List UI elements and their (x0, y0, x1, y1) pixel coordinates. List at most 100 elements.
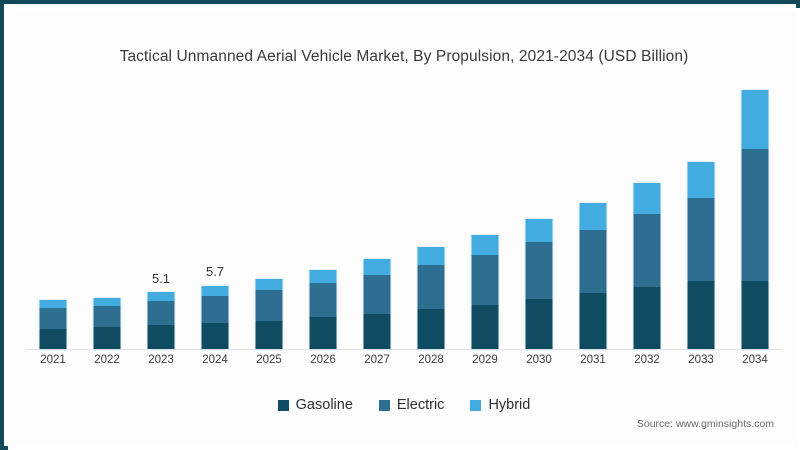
bar-segment-hybrid[interactable] (363, 259, 391, 276)
bar-segment-gasoline[interactable] (525, 299, 553, 350)
stacked-bar[interactable] (471, 234, 499, 350)
x-axis-tick-2021: 2021 (40, 354, 66, 366)
x-axis-tick-2026: 2026 (310, 354, 336, 366)
bar-group[interactable] (728, 84, 782, 350)
plot-area: 5.1 5.7 (26, 84, 782, 350)
stacked-bar[interactable] (309, 269, 337, 350)
legend-item-hybrid[interactable]: Hybrid (470, 397, 530, 413)
bar-segment-electric[interactable] (363, 275, 391, 314)
x-axis-tick-2024: 2024 (202, 354, 228, 366)
bar-group[interactable] (134, 84, 188, 350)
chart-legend: Gasoline Electric Hybrid (4, 397, 800, 413)
bar-segment-gasoline[interactable] (93, 327, 121, 350)
stacked-bar[interactable] (39, 300, 67, 350)
x-axis-tick-2031: 2031 (580, 354, 606, 366)
bar-segment-hybrid[interactable] (147, 292, 175, 302)
bar-group[interactable] (296, 84, 350, 350)
legend-label: Gasoline (295, 397, 353, 413)
x-axis-tick-2025: 2025 (256, 354, 282, 366)
bar-segment-electric[interactable] (93, 305, 121, 328)
bar-segment-hybrid[interactable] (309, 269, 337, 284)
bar-segment-hybrid[interactable] (525, 218, 553, 243)
bar-segment-electric[interactable] (417, 265, 445, 310)
x-axis-tick-2028: 2028 (418, 354, 444, 366)
legend-swatch-icon (277, 399, 289, 411)
stacked-bar[interactable] (93, 297, 121, 350)
stacked-bar[interactable] (687, 162, 715, 350)
bar-group[interactable] (458, 84, 512, 350)
bar-value-label: 5.1 (151, 271, 171, 287)
bar-segment-hybrid[interactable] (201, 285, 229, 296)
stacked-bar[interactable] (525, 218, 553, 350)
bar-segment-hybrid[interactable] (93, 297, 121, 306)
legend-label: Electric (396, 397, 445, 413)
bar-group[interactable] (512, 84, 566, 350)
bar-segment-electric[interactable] (687, 198, 715, 281)
x-axis-tick-2023: 2023 (148, 354, 174, 366)
legend-swatch-icon (470, 399, 482, 411)
bar-segment-electric[interactable] (309, 283, 337, 318)
bar-segment-gasoline[interactable] (687, 280, 715, 350)
bar-segment-gasoline[interactable] (633, 286, 661, 350)
bar-group[interactable] (80, 84, 134, 350)
bar-segment-electric[interactable] (39, 308, 67, 329)
bar-segment-gasoline[interactable] (741, 280, 769, 350)
bar-segment-electric[interactable] (201, 295, 229, 323)
bar-segment-electric[interactable] (525, 242, 553, 300)
bar-group[interactable] (674, 84, 728, 350)
bar-group[interactable] (350, 84, 404, 350)
x-axis-tick-2029: 2029 (472, 354, 498, 366)
stacked-bar[interactable] (363, 259, 391, 350)
bar-segment-hybrid[interactable] (39, 300, 67, 309)
bar-group[interactable] (566, 84, 620, 350)
bar-segment-gasoline[interactable] (471, 304, 499, 350)
legend-item-gasoline[interactable]: Gasoline (277, 397, 353, 413)
stacked-bar[interactable] (579, 202, 607, 350)
bar-segment-gasoline[interactable] (309, 317, 337, 350)
x-axis-tick-2033: 2033 (688, 354, 714, 366)
legend-item-electric[interactable]: Electric (378, 397, 445, 413)
bar-group[interactable] (26, 84, 80, 350)
bar-segment-gasoline[interactable] (147, 325, 175, 350)
bar-segment-electric[interactable] (741, 148, 769, 281)
stacked-bar[interactable] (417, 247, 445, 350)
x-axis-tick-2022: 2022 (94, 354, 120, 366)
bar-group[interactable] (188, 84, 242, 350)
stacked-bar[interactable] (741, 89, 769, 350)
x-axis-tick-2034: 2034 (742, 354, 768, 366)
x-axis-line (26, 349, 782, 350)
bar-segment-hybrid[interactable] (741, 89, 769, 149)
stacked-bar[interactable] (147, 292, 175, 350)
legend-label: Hybrid (488, 397, 531, 413)
bar-segment-electric[interactable] (147, 301, 175, 326)
x-axis-tick-2030: 2030 (526, 354, 552, 366)
bar-segment-gasoline[interactable] (417, 309, 445, 350)
bar-segment-hybrid[interactable] (579, 202, 607, 231)
bar-segment-gasoline[interactable] (255, 320, 283, 350)
bar-segment-gasoline[interactable] (363, 313, 391, 350)
chart-canvas (8, 8, 800, 450)
stacked-bar[interactable] (255, 278, 283, 350)
legend-swatch-icon (378, 399, 390, 411)
chart-title: Tactical Unmanned Aerial Vehicle Market,… (119, 48, 689, 65)
bar-segment-hybrid[interactable] (417, 247, 445, 266)
bar-segment-electric[interactable] (471, 254, 499, 305)
bar-group[interactable] (620, 84, 674, 350)
bar-segment-electric[interactable] (255, 290, 283, 321)
bar-segment-hybrid[interactable] (687, 162, 715, 199)
bar-segment-hybrid[interactable] (633, 182, 661, 215)
source-note: Source: www.gminsights.com (636, 418, 774, 430)
bar-segment-gasoline[interactable] (201, 322, 229, 350)
stacked-bar[interactable] (201, 285, 229, 350)
bar-group[interactable] (404, 84, 458, 350)
bar-segment-gasoline[interactable] (39, 328, 67, 350)
bar-segment-electric[interactable] (579, 230, 607, 294)
bar-segment-gasoline[interactable] (579, 293, 607, 350)
bar-group[interactable] (242, 84, 296, 350)
stacked-bar[interactable] (633, 182, 661, 350)
bar-segment-hybrid[interactable] (255, 278, 283, 291)
bar-segment-hybrid[interactable] (471, 234, 499, 255)
bar-value-label: 5.7 (205, 264, 225, 280)
bar-segment-electric[interactable] (633, 214, 661, 287)
